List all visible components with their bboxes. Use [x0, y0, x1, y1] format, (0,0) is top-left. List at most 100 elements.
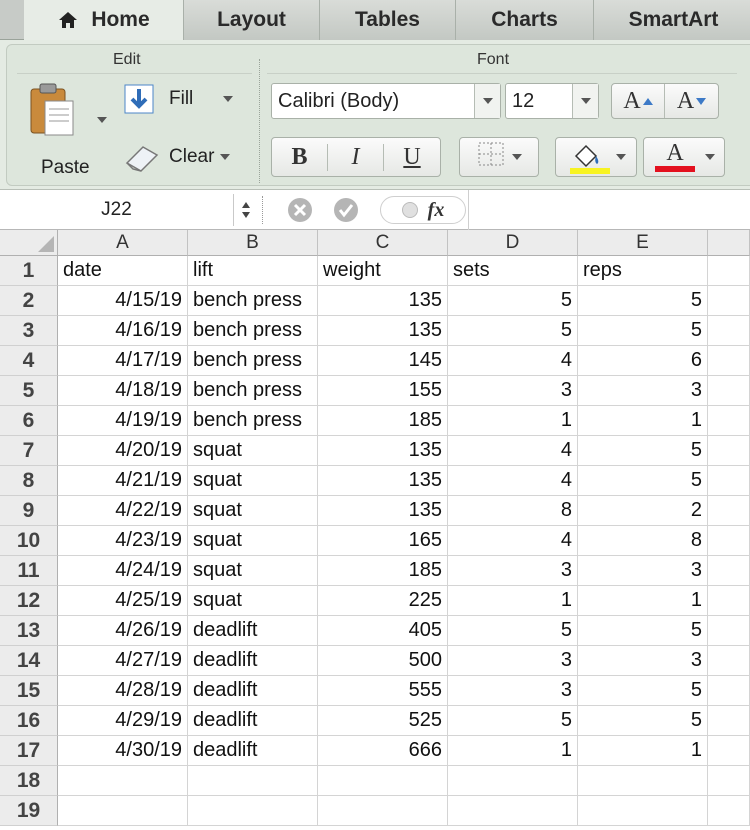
table-cell[interactable]: [708, 736, 750, 766]
table-cell[interactable]: 5: [578, 286, 708, 316]
table-cell[interactable]: 3: [448, 676, 578, 706]
header-cell[interactable]: date: [58, 256, 188, 286]
table-cell[interactable]: 5: [448, 316, 578, 346]
row-header[interactable]: 15: [0, 676, 58, 706]
table-cell[interactable]: [708, 646, 750, 676]
fill-dropdown-icon[interactable]: [223, 96, 234, 102]
column-header-c[interactable]: C: [318, 230, 448, 256]
table-cell[interactable]: [708, 376, 750, 406]
table-cell[interactable]: 4/19/19: [58, 406, 188, 436]
row-header[interactable]: 11: [0, 556, 58, 586]
borders-button[interactable]: [459, 137, 539, 177]
table-cell[interactable]: 3: [448, 646, 578, 676]
table-cell[interactable]: 5: [578, 316, 708, 346]
table-cell[interactable]: bench press: [188, 406, 318, 436]
table-cell[interactable]: deadlift: [188, 736, 318, 766]
row-header[interactable]: 8: [0, 466, 58, 496]
table-cell[interactable]: squat: [188, 466, 318, 496]
italic-button[interactable]: I: [328, 143, 384, 171]
table-cell[interactable]: 4/21/19: [58, 466, 188, 496]
table-cell[interactable]: 405: [318, 616, 448, 646]
table-cell[interactable]: 4/23/19: [58, 526, 188, 556]
row-header[interactable]: 4: [0, 346, 58, 376]
column-header-f[interactable]: [708, 230, 750, 256]
table-cell[interactable]: 4: [448, 436, 578, 466]
table-cell[interactable]: 1: [578, 736, 708, 766]
table-cell[interactable]: [448, 766, 578, 796]
table-cell[interactable]: 135: [318, 436, 448, 466]
table-cell[interactable]: 185: [318, 556, 448, 586]
table-cell[interactable]: [318, 766, 448, 796]
enter-button[interactable]: [332, 198, 360, 222]
table-cell[interactable]: bench press: [188, 376, 318, 406]
table-cell[interactable]: 5: [448, 286, 578, 316]
table-cell[interactable]: [708, 346, 750, 376]
table-cell[interactable]: 5: [448, 616, 578, 646]
table-cell[interactable]: 4/16/19: [58, 316, 188, 346]
tab-tables[interactable]: Tables: [320, 0, 456, 40]
table-cell[interactable]: 225: [318, 586, 448, 616]
shrink-font-button[interactable]: A: [665, 84, 718, 118]
table-cell[interactable]: squat: [188, 556, 318, 586]
table-cell[interactable]: bench press: [188, 316, 318, 346]
table-cell[interactable]: 666: [318, 736, 448, 766]
table-cell[interactable]: 4/24/19: [58, 556, 188, 586]
cancel-button[interactable]: [286, 198, 314, 222]
name-box[interactable]: J22: [0, 194, 234, 226]
row-header[interactable]: 9: [0, 496, 58, 526]
table-cell[interactable]: 525: [318, 706, 448, 736]
table-cell[interactable]: [708, 616, 750, 646]
row-header[interactable]: 5: [0, 376, 58, 406]
tab-layout[interactable]: Layout: [184, 0, 320, 40]
clear-button[interactable]: Clear: [123, 141, 231, 173]
table-cell[interactable]: [448, 796, 578, 826]
table-cell[interactable]: 4/30/19: [58, 736, 188, 766]
header-cell[interactable]: sets: [448, 256, 578, 286]
table-cell[interactable]: deadlift: [188, 646, 318, 676]
table-cell[interactable]: [708, 436, 750, 466]
table-cell[interactable]: [58, 796, 188, 826]
table-cell[interactable]: [708, 586, 750, 616]
table-cell[interactable]: [708, 286, 750, 316]
table-cell[interactable]: 4/29/19: [58, 706, 188, 736]
table-cell[interactable]: deadlift: [188, 616, 318, 646]
row-header[interactable]: 16: [0, 706, 58, 736]
underline-button[interactable]: U: [403, 143, 421, 170]
font-size-dropdown-icon[interactable]: [572, 84, 598, 118]
table-cell[interactable]: squat: [188, 436, 318, 466]
table-cell[interactable]: 1: [578, 586, 708, 616]
table-cell[interactable]: [58, 766, 188, 796]
table-cell[interactable]: [708, 526, 750, 556]
table-cell[interactable]: squat: [188, 496, 318, 526]
table-cell[interactable]: 5: [578, 466, 708, 496]
table-cell[interactable]: squat: [188, 526, 318, 556]
table-cell[interactable]: [708, 676, 750, 706]
row-header[interactable]: 3: [0, 316, 58, 346]
table-cell[interactable]: 4/25/19: [58, 586, 188, 616]
table-cell[interactable]: squat: [188, 586, 318, 616]
formula-input[interactable]: [468, 190, 750, 230]
table-cell[interactable]: 2: [578, 496, 708, 526]
fill-color-dropdown-icon[interactable]: [616, 154, 626, 160]
table-cell[interactable]: [708, 496, 750, 526]
tab-charts[interactable]: Charts: [456, 0, 594, 40]
row-header[interactable]: 19: [0, 796, 58, 826]
table-cell[interactable]: [578, 796, 708, 826]
table-cell[interactable]: 1: [448, 406, 578, 436]
table-cell[interactable]: 4/22/19: [58, 496, 188, 526]
row-header[interactable]: 7: [0, 436, 58, 466]
table-cell[interactable]: [708, 556, 750, 586]
table-cell[interactable]: bench press: [188, 346, 318, 376]
paste-button[interactable]: Paste: [27, 81, 111, 187]
table-cell[interactable]: 5: [578, 676, 708, 706]
fill-color-button[interactable]: [555, 137, 637, 177]
table-cell[interactable]: 4/20/19: [58, 436, 188, 466]
table-cell[interactable]: 135: [318, 496, 448, 526]
table-cell[interactable]: 1: [448, 586, 578, 616]
table-cell[interactable]: 5: [578, 616, 708, 646]
table-cell[interactable]: 4/27/19: [58, 646, 188, 676]
tab-home[interactable]: Home: [24, 0, 184, 41]
table-cell[interactable]: 3: [578, 556, 708, 586]
table-cell[interactable]: [708, 406, 750, 436]
column-header-b[interactable]: B: [188, 230, 318, 256]
